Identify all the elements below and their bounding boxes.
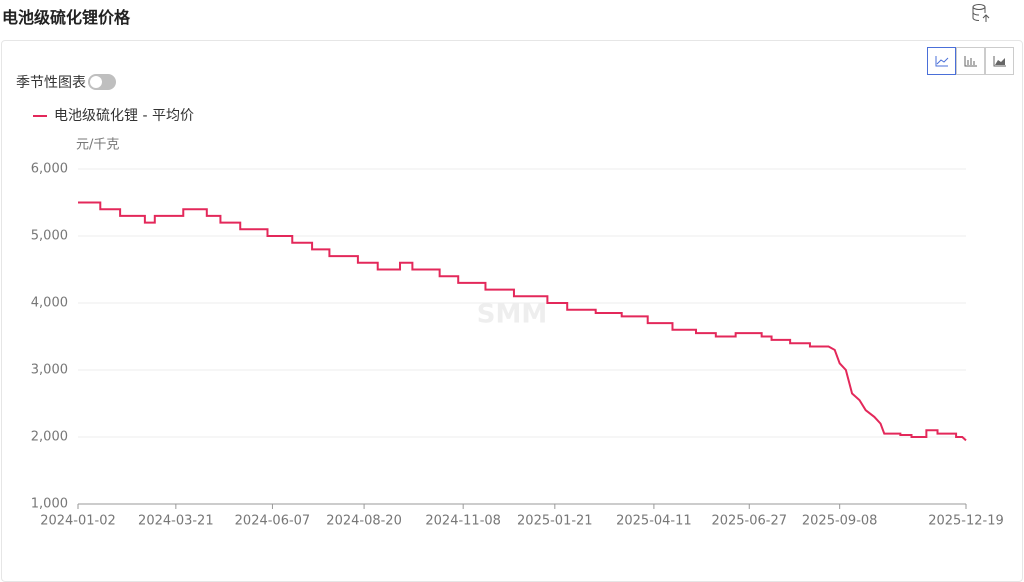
legend-label: 电池级硫化锂 - 平均价 xyxy=(54,108,194,124)
price-line xyxy=(78,201,967,442)
seasonal-toggle[interactable]: 季节性图表 xyxy=(16,72,116,92)
x-tick-label: 2025-09-08 xyxy=(802,514,878,529)
page-title: 电池级硫化锂价格 xyxy=(2,8,131,27)
x-tick-label: 2025-12-19 xyxy=(928,514,1004,529)
y-tick-label: 4,000 xyxy=(31,296,68,311)
y-tick-label: 6,000 xyxy=(31,162,68,177)
unit-label: 元/千克 xyxy=(76,138,119,153)
toggle-label: 季节性图表 xyxy=(16,75,86,91)
export-icon[interactable] xyxy=(970,2,992,24)
chart-type-buttons xyxy=(927,47,1014,75)
chart: 元/千克 SMM 1,000 2,000 3,000 4,000 5,000 6,000 2… xyxy=(31,108,1004,529)
x-tick-label: 2024-06-07 xyxy=(235,514,311,529)
x-tick-label: 2025-01-21 xyxy=(517,514,593,529)
bar-button[interactable] xyxy=(956,47,985,75)
area-button[interactable] xyxy=(985,47,1014,75)
x-tick-label: 2025-04-11 xyxy=(616,514,692,529)
x-tick-label: 2025-06-27 xyxy=(711,514,787,529)
x-tick-label: 2024-01-02 xyxy=(40,514,116,529)
y-tick-label: 3,000 xyxy=(31,363,68,378)
y-tick-label: 2,000 xyxy=(31,430,68,445)
watermark: SMM xyxy=(477,300,547,330)
toggle-switch[interactable] xyxy=(88,74,116,90)
y-tick-label: 5,000 xyxy=(31,229,68,244)
x-tick-label: 2024-11-08 xyxy=(425,514,501,529)
y-tick-label: 1,000 xyxy=(31,497,68,512)
line-button[interactable] xyxy=(927,47,956,75)
x-tick-label: 2024-03-21 xyxy=(138,514,214,529)
x-tick-label: 2024-08-20 xyxy=(326,514,402,529)
